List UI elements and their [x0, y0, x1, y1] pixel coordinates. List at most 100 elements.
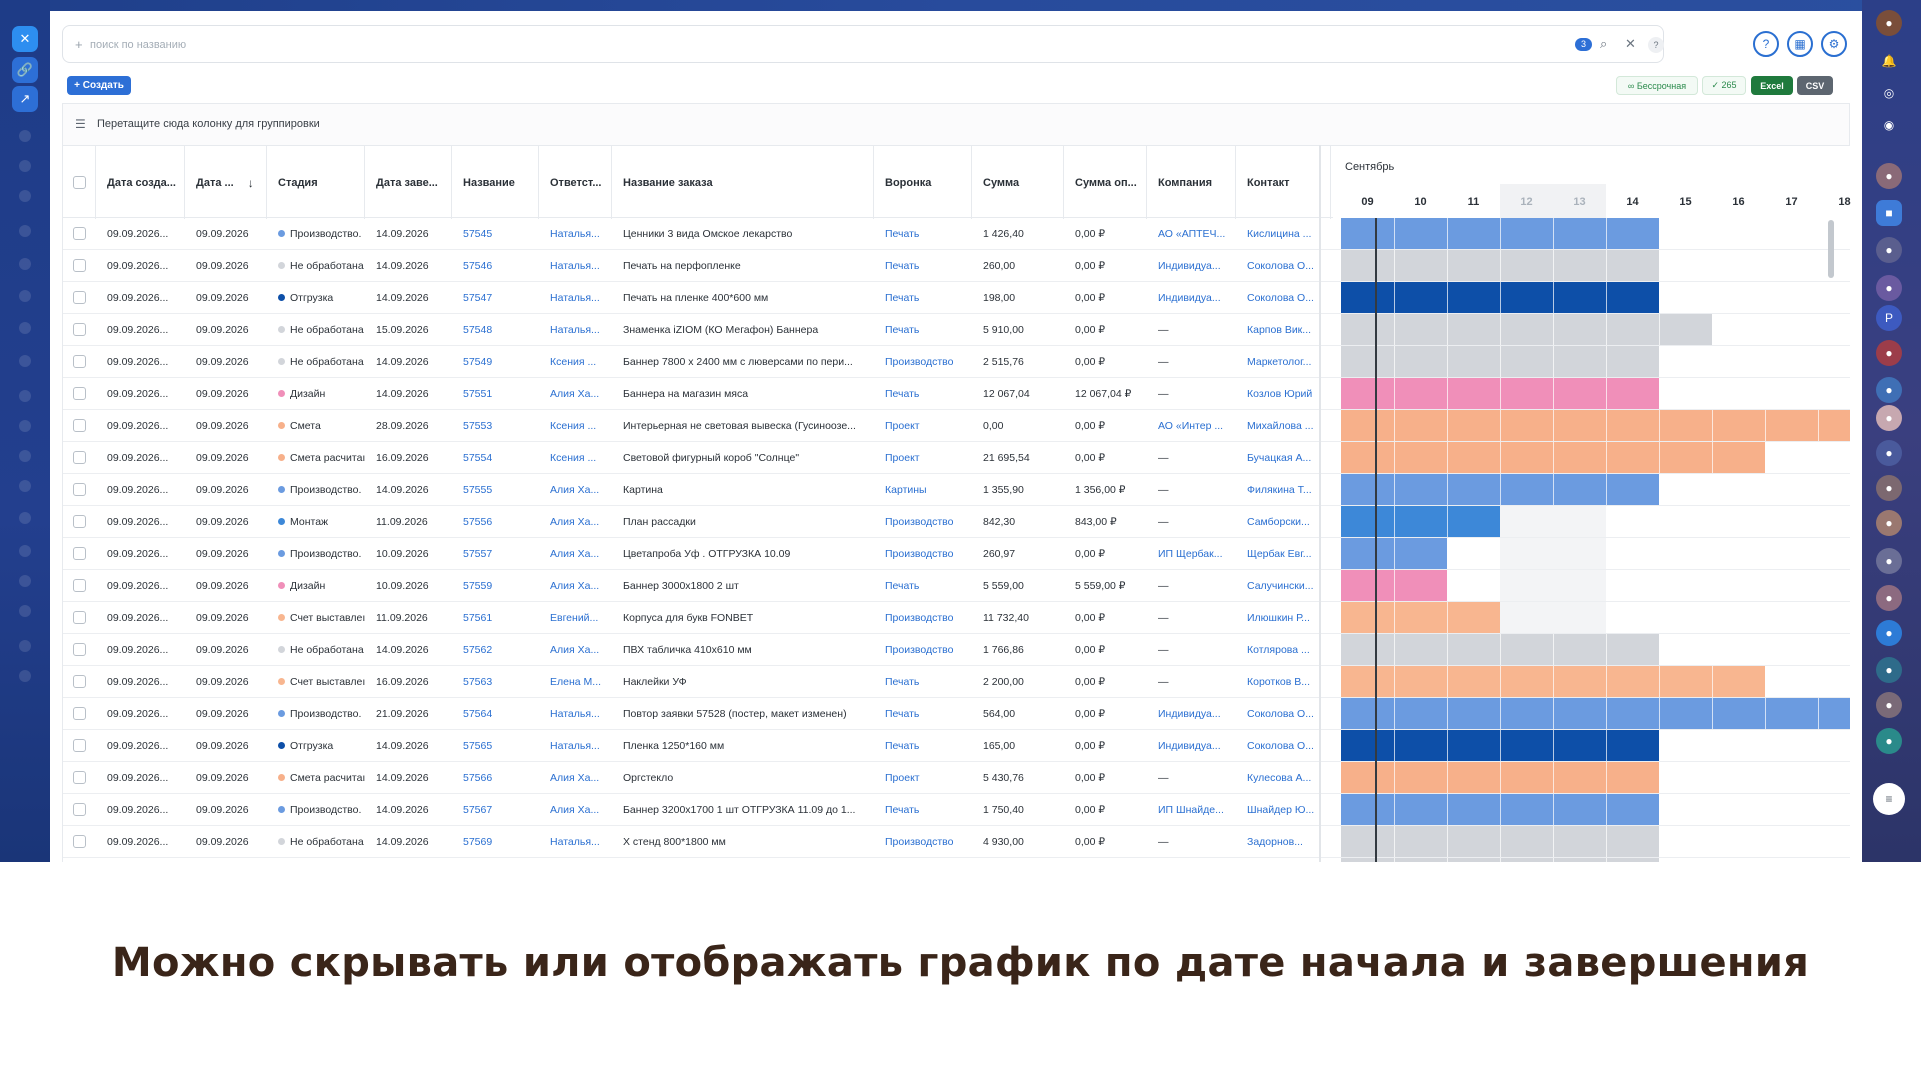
cell-resp[interactable]: Алия Ха... — [550, 547, 600, 560]
contact-avatar[interactable]: ● — [1876, 585, 1902, 611]
gantt-bar[interactable] — [1341, 794, 1659, 825]
sidebar-dot-icon[interactable] — [19, 480, 31, 492]
cell-name[interactable]: 57559 — [463, 579, 493, 592]
contact-avatar[interactable]: ● — [1876, 340, 1902, 366]
gantt-bar[interactable] — [1341, 602, 1500, 633]
row-checkbox[interactable] — [63, 282, 96, 313]
contact-avatar[interactable]: ● — [1876, 275, 1902, 301]
clear-icon[interactable]: ✕ — [1625, 36, 1636, 51]
contact-avatar[interactable]: ● — [1876, 377, 1902, 403]
cell-company[interactable]: ИП Шнайде... — [1158, 803, 1224, 816]
cell-name[interactable]: 57563 — [463, 675, 493, 688]
sidebar-dot-icon[interactable] — [19, 290, 31, 302]
gear-icon[interactable]: ⚙ — [1821, 31, 1847, 57]
gantt-bar[interactable] — [1341, 314, 1712, 345]
gantt-bar[interactable] — [1341, 858, 1659, 862]
row-checkbox[interactable] — [63, 538, 96, 569]
plus-icon[interactable]: + — [75, 37, 83, 52]
row-checkbox[interactable] — [63, 730, 96, 761]
cell-company[interactable]: — — [1158, 579, 1169, 592]
sidebar-dot-icon[interactable] — [19, 258, 31, 270]
gantt-bar[interactable] — [1341, 378, 1659, 409]
contact-avatar[interactable]: ● — [1876, 475, 1902, 501]
cell-funnel[interactable]: Печать — [885, 579, 920, 592]
sidebar-dot-icon[interactable] — [19, 225, 31, 237]
table-row[interactable]: 09.09.2026... 09.09.2026 Дизайн 14.09.2026 5… — [63, 378, 1850, 410]
close-icon[interactable]: ✕ — [12, 26, 38, 52]
gantt-bar[interactable] — [1341, 442, 1765, 473]
cell-funnel[interactable]: Проект — [885, 451, 920, 464]
row-checkbox[interactable] — [63, 698, 96, 729]
cell-name[interactable]: 57546 — [463, 259, 493, 272]
contact-avatar[interactable]: ● — [1876, 510, 1902, 536]
cell-name[interactable]: 57545 — [463, 227, 493, 240]
table-row[interactable]: 09.09.2026... 09.09.2026 Счет выставлеı 11.… — [63, 602, 1850, 634]
cell-contact[interactable]: Соколова О... — [1247, 291, 1314, 304]
row-checkbox[interactable] — [63, 762, 96, 793]
question-icon[interactable]: ? — [1753, 31, 1779, 57]
cell-resp[interactable]: Алия Ха... — [550, 387, 600, 400]
cell-resp[interactable]: Алия Ха... — [550, 643, 600, 656]
contact-avatar[interactable]: ● — [1876, 692, 1902, 718]
cell-resp[interactable]: Ксения ... — [550, 451, 597, 464]
cell-resp[interactable]: Наталья... — [550, 707, 600, 720]
cell-name[interactable]: 57557 — [463, 547, 493, 560]
row-checkbox[interactable] — [63, 666, 96, 697]
cell-funnel[interactable]: Печать — [885, 387, 920, 400]
contact-avatar[interactable]: ● — [1876, 548, 1902, 574]
gantt-bar[interactable] — [1341, 762, 1659, 793]
cell-company[interactable]: Индивидуа... — [1158, 739, 1221, 752]
cell-contact[interactable]: Кислицина ... — [1247, 227, 1312, 240]
contact-avatar[interactable]: ● — [1876, 237, 1902, 263]
table-row[interactable]: 09.09.2026... 09.09.2026 Смета расчитаı 16.… — [63, 442, 1850, 474]
sidebar-dot-icon[interactable] — [19, 190, 31, 202]
column-header[interactable]: Дата заве... — [365, 146, 452, 219]
user-avatar[interactable]: ● — [1876, 10, 1902, 36]
sidebar-dot-icon[interactable] — [19, 322, 31, 334]
cell-funnel[interactable]: Печать — [885, 803, 920, 816]
row-checkbox[interactable] — [63, 474, 96, 505]
column-header[interactable]: Ответст... — [539, 146, 612, 219]
bell-icon[interactable]: 🔔 — [1881, 54, 1897, 68]
contact-avatar[interactable]: ● — [1876, 163, 1902, 189]
search-input[interactable] — [90, 34, 1490, 56]
sidebar-dot-icon[interactable] — [19, 575, 31, 587]
table-row[interactable]: 09.09.2026... 09.09.2026 Дизайн 10.09.2026 5… — [63, 570, 1850, 602]
cell-contact[interactable]: Козлов Юрий — [1247, 387, 1313, 400]
sidebar-dot-icon[interactable] — [19, 670, 31, 682]
row-checkbox[interactable] — [63, 410, 96, 441]
cell-contact[interactable]: Карпов Вик... — [1247, 323, 1312, 336]
cell-company[interactable]: АО «АПТЕЧ... — [1158, 227, 1226, 240]
cell-funnel[interactable]: Картины — [885, 483, 927, 496]
cell-resp[interactable]: Алия Ха... — [550, 579, 600, 592]
cell-name[interactable]: 57569 — [463, 835, 493, 848]
sort-arrow-icon[interactable]: ↓ — [247, 175, 254, 190]
cell-company[interactable]: — — [1158, 643, 1169, 656]
table-row[interactable]: 09.09.2026... 09.09.2026 Не обработана 15.0… — [63, 314, 1850, 346]
gantt-bar[interactable] — [1341, 826, 1659, 857]
table-row[interactable]: 09.09.2026... 09.09.2026 Производство. 21.0… — [63, 698, 1850, 730]
app-icon[interactable]: ■ — [1876, 200, 1902, 226]
gantt-bar[interactable] — [1341, 634, 1659, 665]
row-checkbox[interactable] — [63, 250, 96, 281]
cell-contact[interactable]: Щербак Евг... — [1247, 547, 1312, 560]
cell-name[interactable]: 57554 — [463, 451, 493, 464]
column-header[interactable]: Стадия — [267, 146, 365, 219]
contact-avatar[interactable]: ● — [1876, 620, 1902, 646]
table-row[interactable]: 09.09.2026... 09.09.2026 Производство. 14.0… — [63, 474, 1850, 506]
calendar-icon[interactable]: ▦ — [1787, 31, 1813, 57]
contact-avatar[interactable]: ● — [1876, 440, 1902, 466]
column-header[interactable]: Сумма оп... — [1064, 146, 1147, 219]
cell-resp[interactable]: Наталья... — [550, 227, 600, 240]
csv-export-button[interactable]: CSV — [1797, 76, 1833, 95]
sidebar-dot-icon[interactable] — [19, 355, 31, 367]
cell-contact[interactable]: Бучацкая А... — [1247, 451, 1312, 464]
cell-company[interactable]: — — [1158, 451, 1169, 464]
gantt-bar[interactable] — [1341, 506, 1500, 537]
create-button[interactable]: + Создать — [67, 76, 131, 95]
table-row[interactable]: 09.09.2026... 09.09.2026 Смета 28.09.2026 57… — [63, 410, 1850, 442]
row-checkbox[interactable] — [63, 826, 96, 857]
